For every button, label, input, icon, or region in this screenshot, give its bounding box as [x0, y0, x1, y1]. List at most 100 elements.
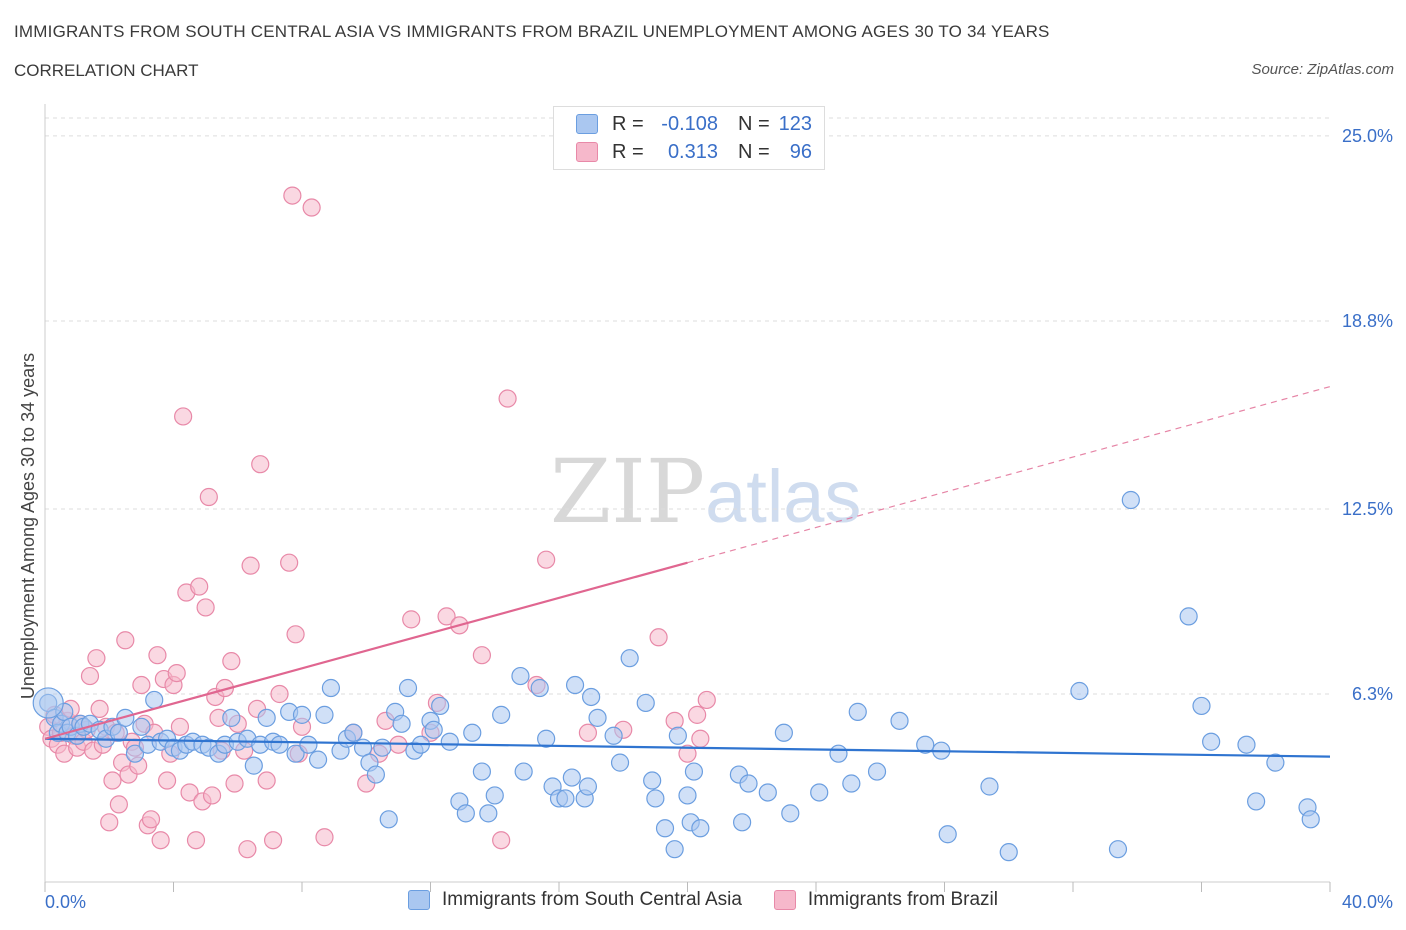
- point-brazil: [116, 631, 135, 650]
- chart-title: IMMIGRANTS FROM SOUTH CENTRAL ASIA VS IM…: [14, 22, 1050, 41]
- point-south-central-asia: [916, 735, 935, 754]
- point-brazil: [578, 723, 598, 742]
- watermark-zip: ZIP: [550, 440, 706, 543]
- point-south-central-asia: [125, 744, 145, 763]
- point-south-central-asia: [479, 804, 498, 823]
- point-south-central-asia: [485, 786, 504, 805]
- y-tick-label: 12.5%: [1342, 499, 1393, 519]
- legend-n-value: 123: [778, 112, 812, 135]
- point-brazil: [151, 831, 170, 850]
- y-tick-label: 25.0%: [1342, 126, 1393, 146]
- point-brazil: [238, 840, 257, 859]
- legend-swatch-pink: [576, 142, 598, 162]
- point-brazil: [697, 690, 716, 710]
- point-south-central-asia: [668, 726, 687, 745]
- point-south-central-asia: [842, 774, 861, 793]
- point-brazil: [190, 577, 209, 596]
- point-south-central-asia: [556, 789, 575, 808]
- point-brazil: [148, 646, 167, 665]
- legend-row-pink: R = 0.313 N = 96: [576, 140, 812, 164]
- y-axis-title: Unemployment Among Ages 30 to 34 years: [18, 353, 38, 699]
- legend-r-label: R =: [612, 112, 644, 135]
- series-legend-item-brazil[interactable]: Immigrants from Brazil: [773, 889, 998, 911]
- point-brazil: [174, 407, 193, 426]
- x-tick-label: 0.0%: [45, 892, 86, 912]
- point-brazil: [202, 786, 222, 805]
- y-tick-label: 18.8%: [1342, 311, 1393, 331]
- point-south-central-asia: [1192, 696, 1211, 716]
- point-brazil: [302, 198, 321, 217]
- point-south-central-asia: [379, 810, 398, 829]
- point-south-central-asia: [244, 756, 263, 775]
- point-south-central-asia: [1247, 792, 1266, 811]
- point-south-central-asia: [424, 720, 443, 739]
- point-south-central-asia: [299, 735, 318, 754]
- point-south-central-asia: [32, 687, 64, 719]
- correlation-legend: R = -0.108 N = 123 R = 0.313 N = 96: [553, 106, 825, 170]
- point-south-central-asia: [308, 750, 328, 769]
- watermark-atlas: atlas: [705, 455, 862, 538]
- point-south-central-asia: [1301, 810, 1320, 829]
- point-south-central-asia: [980, 777, 999, 796]
- point-south-central-asia: [867, 762, 887, 781]
- point-brazil: [186, 831, 206, 850]
- point-south-central-asia: [373, 738, 392, 757]
- y-tick-label: 6.3%: [1352, 684, 1393, 704]
- point-south-central-asia: [366, 765, 385, 784]
- point-brazil: [90, 699, 109, 719]
- point-south-central-asia: [270, 735, 289, 754]
- point-south-central-asia: [774, 723, 793, 742]
- point-south-central-asia: [604, 726, 623, 745]
- trendline-brazil-extension: [687, 386, 1331, 564]
- point-brazil: [170, 717, 190, 736]
- series-swatch-blue: [408, 890, 431, 910]
- point-south-central-asia: [758, 783, 777, 802]
- point-brazil: [678, 744, 697, 763]
- point-brazil: [257, 771, 276, 790]
- point-brazil: [103, 771, 122, 790]
- point-south-central-asia: [456, 804, 475, 823]
- point-brazil: [132, 675, 151, 695]
- point-south-central-asia: [222, 708, 241, 727]
- point-south-central-asia: [848, 702, 867, 721]
- legend-r-label: R =: [612, 140, 644, 163]
- point-south-central-asia: [665, 840, 684, 859]
- point-south-central-asia: [739, 774, 758, 793]
- point-brazil: [498, 389, 517, 408]
- point-south-central-asia: [565, 675, 585, 695]
- point-south-central-asia: [610, 753, 630, 772]
- point-south-central-asia: [620, 649, 639, 668]
- point-south-central-asia: [1070, 681, 1089, 701]
- point-brazil: [437, 607, 456, 626]
- point-brazil: [665, 711, 684, 730]
- point-brazil: [80, 666, 100, 686]
- point-brazil: [492, 831, 511, 850]
- trendline-brazil: [44, 561, 688, 740]
- point-south-central-asia: [733, 813, 752, 832]
- point-south-central-asia: [636, 693, 655, 713]
- point-south-central-asia: [691, 819, 710, 838]
- point-south-central-asia: [678, 786, 697, 805]
- point-brazil: [87, 649, 106, 668]
- point-south-central-asia: [292, 705, 312, 724]
- point-south-central-asia: [344, 723, 363, 742]
- legend-n-value: 96: [789, 140, 812, 163]
- point-brazil: [537, 550, 556, 569]
- chart-subtitle: CORRELATION CHART: [14, 61, 199, 80]
- point-south-central-asia: [588, 708, 607, 727]
- point-south-central-asia: [578, 777, 598, 796]
- point-brazil: [225, 774, 244, 793]
- series-legend-item-south-central-asia[interactable]: Immigrants from South Central Asia: [408, 889, 742, 911]
- point-brazil: [286, 625, 305, 644]
- point-south-central-asia: [537, 729, 556, 748]
- point-south-central-asia: [286, 744, 305, 763]
- point-brazil: [141, 810, 161, 829]
- point-south-central-asia: [392, 714, 411, 733]
- point-brazil: [402, 610, 421, 629]
- point-brazil: [167, 663, 186, 683]
- point-south-central-asia: [132, 717, 151, 736]
- point-south-central-asia: [257, 708, 276, 727]
- series-label-south-central-asia: Immigrants from South Central Asia: [442, 889, 742, 910]
- point-south-central-asia: [781, 804, 800, 823]
- point-brazil: [241, 556, 260, 575]
